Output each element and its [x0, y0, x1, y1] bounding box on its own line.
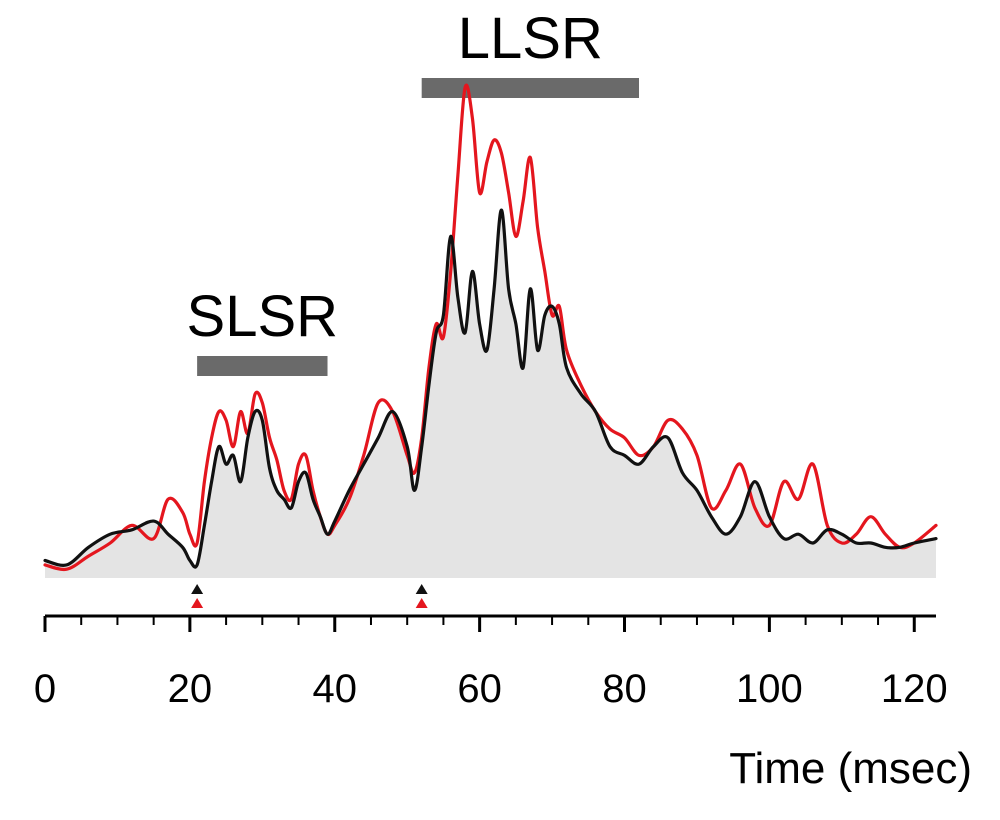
- x-tick-label: 0: [34, 667, 56, 711]
- x-tick-label: 80: [602, 667, 647, 711]
- series-lines: [43, 83, 938, 572]
- onset-marker-red: [191, 598, 204, 608]
- onset-marker-black: [415, 584, 428, 594]
- x-axis-label: Time (msec): [729, 744, 972, 793]
- x-tick-label: 20: [168, 667, 213, 711]
- series-line-black: [43, 208, 938, 569]
- onset-marker-black: [191, 584, 204, 594]
- x-axis: 0 20 40 60 80 100 120: [34, 614, 948, 711]
- series-line-red: [43, 83, 938, 572]
- onset-marker-red: [415, 598, 428, 608]
- x-tick-label: 100: [736, 667, 803, 711]
- band-label-llsr: LLSR: [458, 6, 603, 71]
- onset-markers: [191, 584, 428, 608]
- area-fill: [45, 210, 936, 578]
- band-bar-llsr: [421, 78, 639, 98]
- x-tick-label: 40: [313, 667, 358, 711]
- x-tick-label: 120: [881, 667, 948, 711]
- band-bar-slsr: [197, 356, 328, 376]
- x-tick-label: 60: [457, 667, 502, 711]
- band-label-slsr: SLSR: [187, 284, 339, 349]
- response-bands: SLSR LLSR: [187, 6, 639, 376]
- response-area-fill: [45, 210, 936, 578]
